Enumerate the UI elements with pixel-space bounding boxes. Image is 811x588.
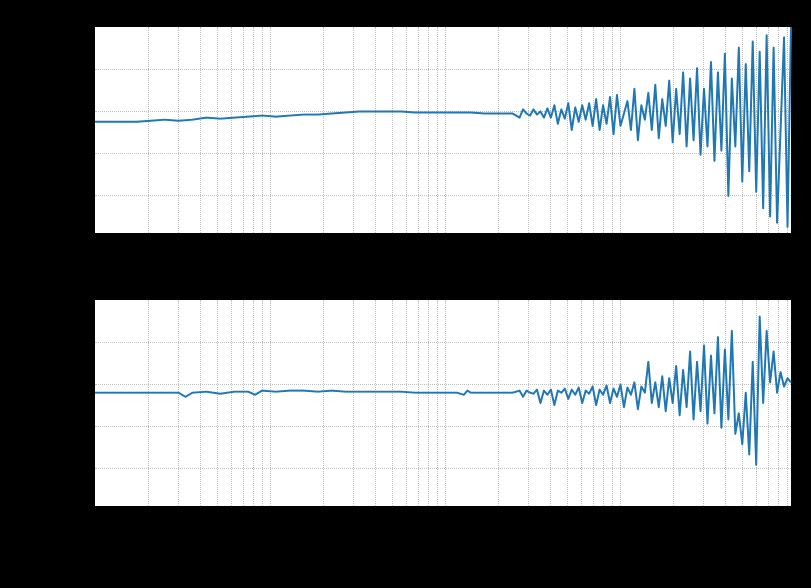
chart-line xyxy=(95,300,791,506)
bottom-chart-panel xyxy=(93,298,793,508)
chart-line xyxy=(95,27,791,233)
top-chart-panel xyxy=(93,25,793,235)
